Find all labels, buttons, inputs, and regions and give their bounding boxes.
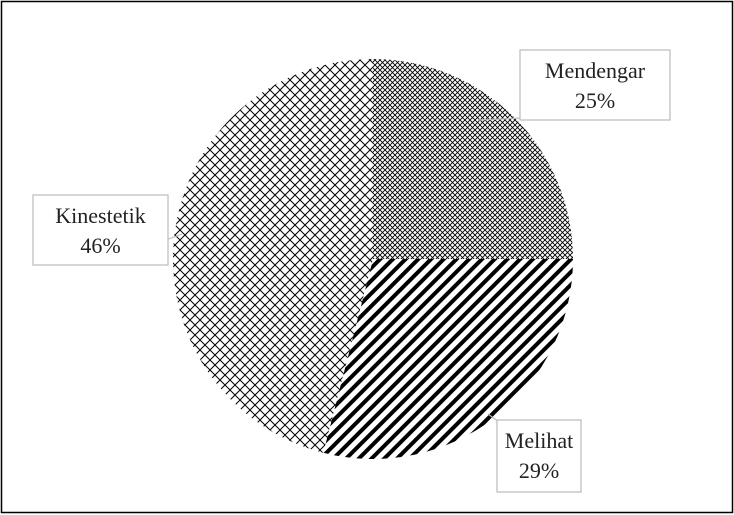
data-label: Mendengar 25%: [545, 58, 646, 113]
data-label: Melihat 29%: [505, 428, 573, 483]
data-label: Kinestetik 46%: [55, 203, 145, 258]
label-box: [519, 49, 671, 121]
leader-line: [165, 233, 183, 241]
value-label: 25%: [575, 88, 615, 113]
pie-slice: [323, 259, 573, 459]
pie-slice: [373, 59, 573, 259]
pie-slice: [172, 59, 373, 453]
label-box: [496, 419, 582, 493]
leader-line: [477, 117, 523, 121]
category-label: Kinestetik: [55, 203, 145, 228]
category-label: Melihat: [505, 428, 573, 453]
category-label: Mendengar: [545, 58, 646, 83]
label-box: [32, 194, 169, 266]
value-label: 29%: [519, 458, 559, 483]
value-label: 46%: [80, 233, 120, 258]
